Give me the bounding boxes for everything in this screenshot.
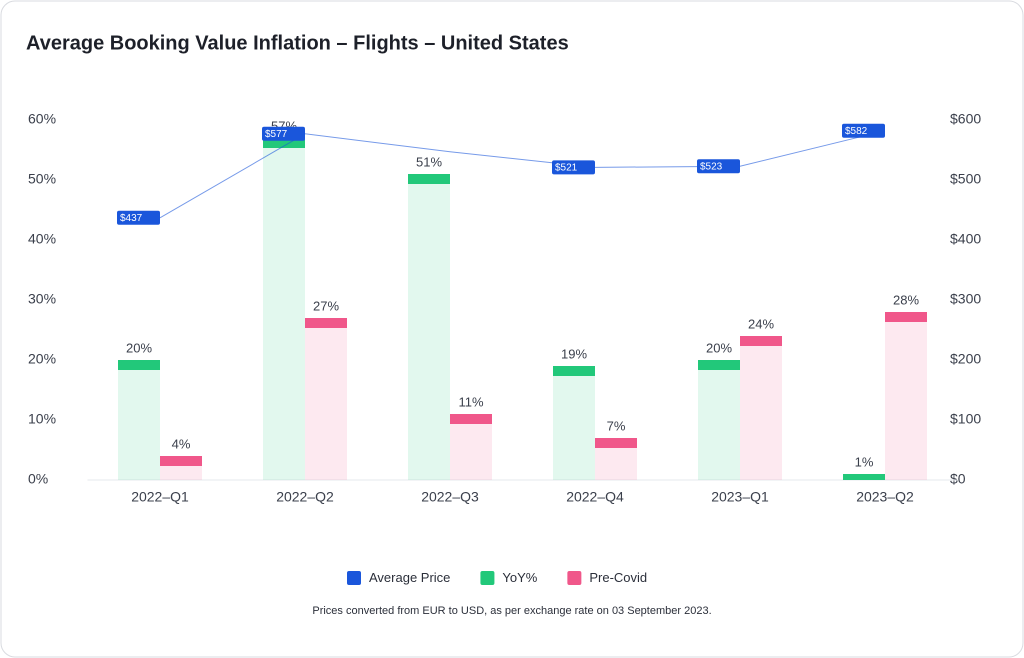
y-tick-label: 50%: [28, 171, 56, 187]
bar: [885, 312, 927, 480]
data-label: 11%: [458, 394, 483, 409]
bar: [118, 360, 160, 480]
bar-cap: [885, 312, 927, 322]
y2-tick-label: $100: [950, 411, 981, 427]
data-label: 4%: [172, 436, 191, 451]
x-tick-label: 2023–Q2: [856, 489, 914, 505]
y2-tick-label: $400: [950, 231, 981, 247]
legend-swatch: [567, 571, 582, 585]
bar-cap: [843, 474, 885, 480]
legend-swatch: [347, 571, 361, 585]
legend-swatch: [480, 571, 495, 585]
y-tick-label: 40%: [28, 231, 56, 247]
bar-cap: [160, 456, 202, 466]
footnote: Prices converted from EUR to USD, as per…: [312, 605, 711, 617]
data-label: 27%: [313, 298, 339, 313]
legend-label: Pre-Covid: [589, 570, 647, 585]
data-label: 28%: [893, 292, 919, 307]
bar-cap: [698, 360, 740, 370]
bar: [740, 336, 782, 480]
data-label: 51%: [416, 154, 442, 169]
price-badge: [117, 210, 160, 225]
bar: [305, 318, 347, 480]
bar-cap: [408, 174, 450, 184]
data-label: 7%: [607, 418, 626, 433]
bar: [698, 360, 740, 480]
data-label: 24%: [748, 316, 774, 331]
x-tick-label: 2023–Q1: [711, 489, 769, 505]
data-label: 1%: [855, 454, 874, 469]
bar: [263, 138, 305, 480]
x-tick-label: 2022–Q3: [421, 489, 479, 505]
bar-cap: [450, 414, 492, 424]
y-tick-label: 10%: [28, 411, 56, 427]
price-label: $577: [265, 129, 288, 140]
x-tick-label: 2022–Q4: [566, 489, 624, 505]
legend-label: YoY%: [502, 570, 537, 585]
line: [159, 130, 886, 219]
x-tick-label: 2022–Q1: [131, 489, 189, 505]
bar: [553, 366, 595, 480]
price-badge: [842, 123, 885, 138]
data-label: 19%: [561, 346, 587, 361]
price-label: $523: [700, 161, 723, 172]
data-label: 20%: [126, 340, 152, 355]
y-tick-label: 20%: [28, 351, 56, 367]
y-tick-label: 60%: [28, 111, 56, 127]
bar-cap: [263, 138, 305, 148]
price-label: $437: [120, 213, 143, 224]
y2-tick-label: $600: [950, 111, 981, 127]
price-label: $521: [555, 163, 578, 174]
x-tick-label: 2022–Q2: [276, 489, 334, 505]
price-badge: [262, 126, 305, 141]
y2-tick-label: $0: [950, 471, 966, 487]
y-tick-label: 30%: [28, 291, 56, 307]
price-label: $582: [845, 126, 868, 137]
y2-tick-label: $500: [950, 171, 981, 187]
chart-title: Average Booking Value Inflation – Flight…: [26, 32, 569, 54]
y2-tick-label: $200: [950, 351, 981, 367]
bar-cap: [553, 366, 595, 376]
bar: [450, 414, 492, 480]
bar-cap: [740, 336, 782, 346]
price-badge: [697, 159, 740, 174]
bar-cap: [118, 360, 160, 370]
bar: [408, 174, 450, 480]
data-label: 20%: [706, 340, 732, 355]
bar-cap: [595, 438, 637, 448]
price-badge: [552, 160, 595, 175]
y-tick-label: 0%: [28, 471, 48, 487]
legend-label: Average Price: [369, 570, 450, 585]
y2-tick-label: $300: [950, 291, 981, 307]
bar-cap: [305, 318, 347, 328]
